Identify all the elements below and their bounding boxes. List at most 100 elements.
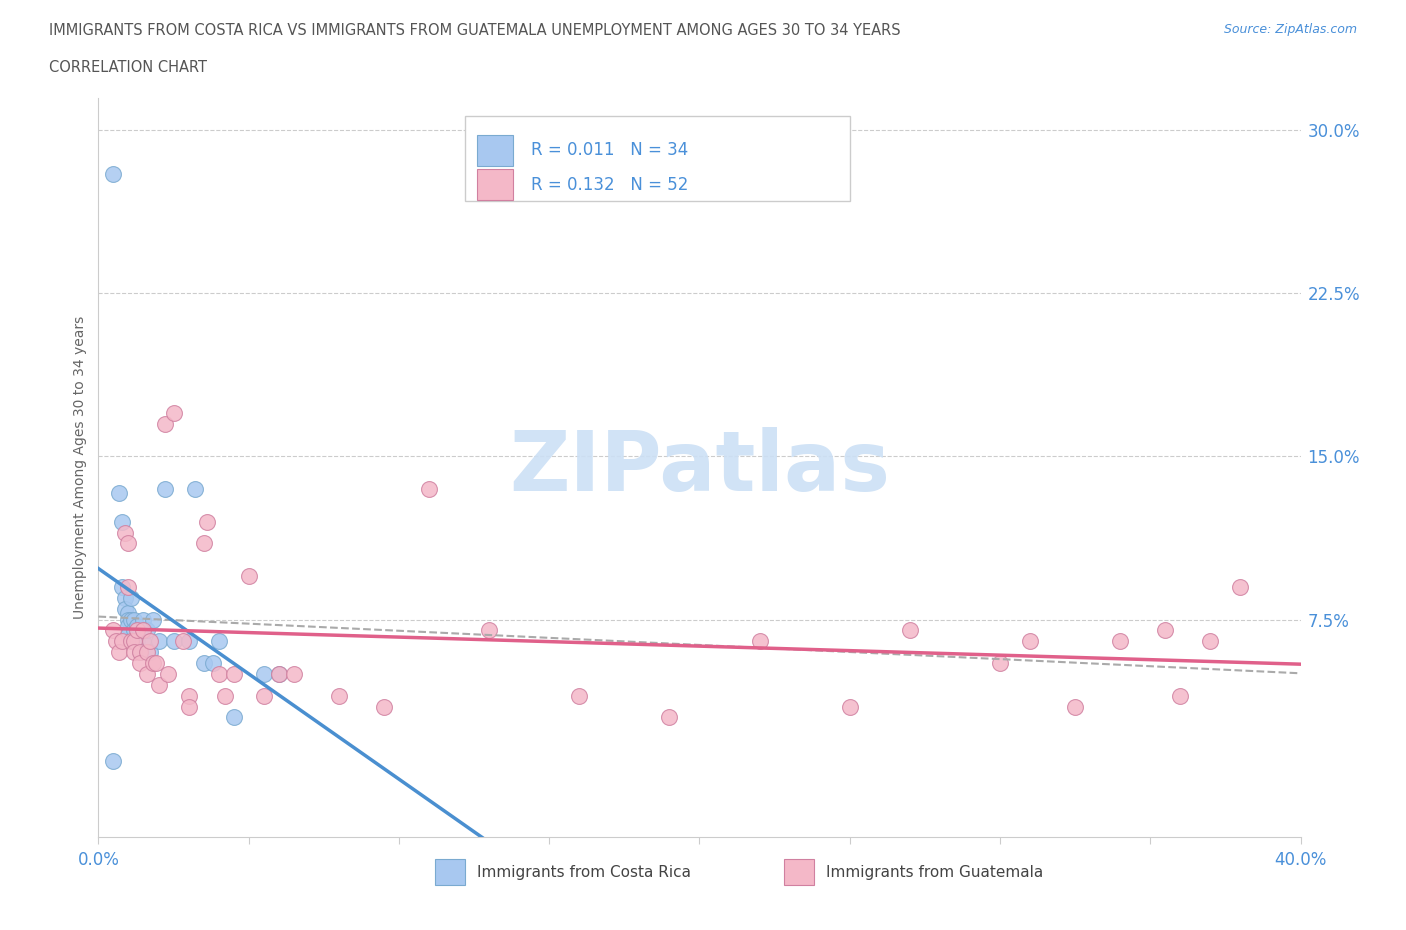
Point [222, 667, 245, 682]
Point [328, 688, 350, 703]
Point [129, 644, 152, 659]
Text: IMMIGRANTS FROM COSTA RICA VS IMMIGRANTS FROM GUATEMALA UNEMPLOYMENT AMONG AGES : IMMIGRANTS FROM COSTA RICA VS IMMIGRANTS… [49, 23, 901, 38]
Point [132, 623, 155, 638]
Point [838, 699, 860, 714]
Point [117, 612, 139, 627]
Point [138, 634, 160, 649]
Point [103, 753, 125, 768]
Point [1019, 634, 1042, 649]
Point [135, 623, 157, 638]
Point [193, 656, 215, 671]
Point [253, 667, 276, 682]
Point [183, 482, 205, 497]
Point [129, 656, 152, 671]
Point [111, 579, 134, 594]
Point [145, 656, 167, 671]
Point [898, 623, 921, 638]
Point [478, 623, 501, 638]
Point [988, 656, 1011, 671]
Point [111, 634, 134, 649]
Point [177, 688, 200, 703]
Point [127, 618, 149, 633]
Point [193, 536, 215, 551]
Point [177, 699, 200, 714]
Point [108, 644, 131, 659]
Point [238, 568, 260, 583]
Point [1199, 634, 1222, 649]
Point [105, 634, 128, 649]
Point [162, 634, 184, 649]
Point [177, 634, 200, 649]
Point [418, 482, 440, 497]
Point [114, 601, 136, 616]
Point [127, 623, 149, 638]
Text: R = 0.132   N = 52: R = 0.132 N = 52 [531, 176, 689, 193]
Point [135, 644, 157, 659]
Text: Immigrants from Guatemala: Immigrants from Guatemala [825, 865, 1043, 880]
Text: ZIPatlas: ZIPatlas [509, 427, 890, 508]
Point [267, 667, 290, 682]
Point [172, 634, 194, 649]
Point [153, 417, 176, 432]
Point [124, 612, 146, 627]
Point [114, 591, 136, 605]
Point [121, 591, 143, 605]
Point [127, 634, 149, 649]
Point [162, 405, 184, 420]
Point [141, 656, 163, 671]
Bar [783, 859, 814, 885]
Point [124, 634, 146, 649]
Point [114, 525, 136, 540]
Point [1064, 699, 1087, 714]
Point [148, 677, 170, 692]
Point [658, 710, 681, 724]
Text: Immigrants from Costa Rica: Immigrants from Costa Rica [477, 865, 692, 880]
Point [117, 579, 139, 594]
Point [124, 623, 146, 638]
Point [195, 514, 218, 529]
Point [1170, 688, 1192, 703]
Point [135, 667, 157, 682]
Point [132, 634, 155, 649]
Point [103, 623, 125, 638]
Bar [434, 859, 465, 885]
Point [141, 612, 163, 627]
Point [117, 618, 139, 633]
Point [117, 536, 139, 551]
Point [748, 634, 770, 649]
Bar [477, 135, 513, 166]
Point [214, 688, 236, 703]
Point [208, 634, 231, 649]
Text: R = 0.011   N = 34: R = 0.011 N = 34 [531, 141, 689, 159]
Bar [465, 116, 849, 201]
Point [373, 699, 395, 714]
Point [103, 166, 125, 181]
Point [121, 634, 143, 649]
Point [253, 688, 276, 703]
Text: Source: ZipAtlas.com: Source: ZipAtlas.com [1223, 23, 1357, 36]
Text: CORRELATION CHART: CORRELATION CHART [49, 60, 207, 75]
Point [1154, 623, 1177, 638]
Point [108, 486, 131, 501]
Point [111, 514, 134, 529]
Point [201, 656, 224, 671]
Point [1229, 579, 1251, 594]
Point [568, 688, 591, 703]
Bar [477, 169, 513, 201]
Point [148, 634, 170, 649]
Point [153, 482, 176, 497]
Point [124, 644, 146, 659]
Point [1109, 634, 1132, 649]
Point [132, 612, 155, 627]
Point [129, 644, 152, 659]
Point [117, 628, 139, 643]
Point [267, 667, 290, 682]
Point [208, 667, 231, 682]
Point [138, 644, 160, 659]
Point [283, 667, 305, 682]
Point [117, 605, 139, 620]
Y-axis label: Unemployment Among Ages 30 to 34 years: Unemployment Among Ages 30 to 34 years [73, 315, 87, 619]
Point [156, 667, 179, 682]
Point [121, 612, 143, 627]
Point [222, 710, 245, 724]
